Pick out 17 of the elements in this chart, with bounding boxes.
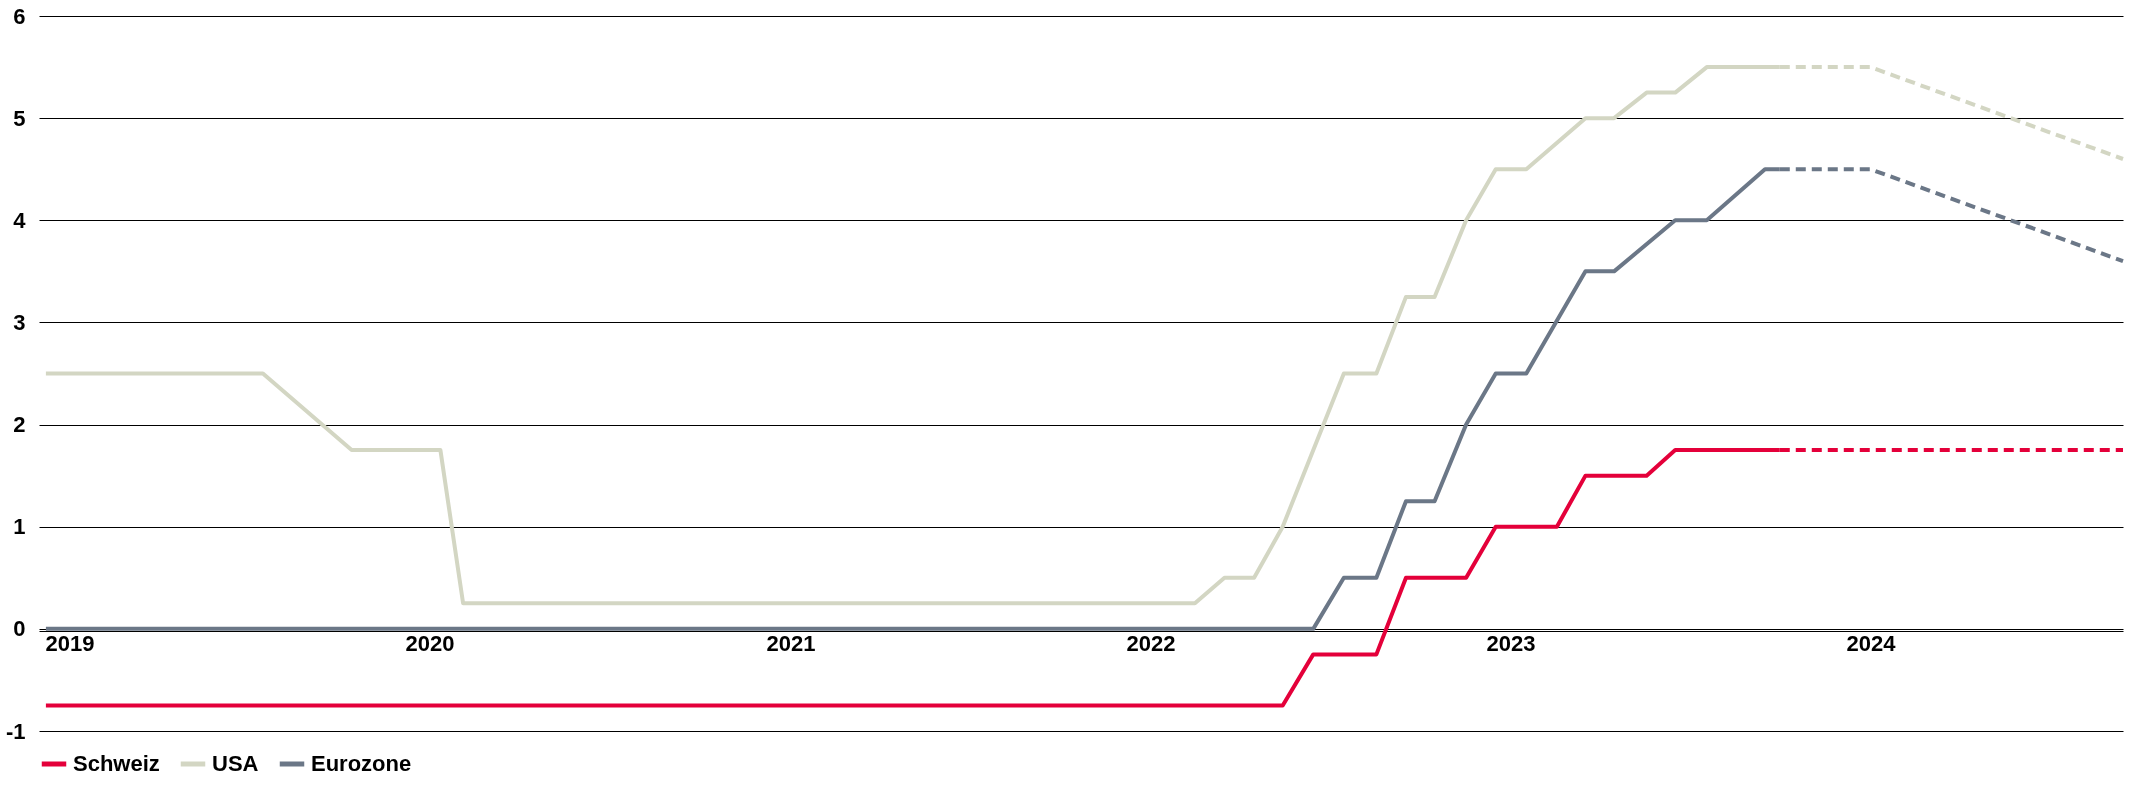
x-tick-label: 2021 bbox=[766, 630, 816, 656]
x-tick-label: 2020 bbox=[405, 630, 455, 656]
x-tick-label: 2023 bbox=[1486, 630, 1536, 656]
y-tick-label: 1 bbox=[13, 514, 26, 540]
y-tick-label: -1 bbox=[5, 718, 26, 744]
x-tick-label: 2019 bbox=[45, 630, 95, 656]
y-tick-label: 6 bbox=[13, 3, 26, 29]
y-tick-label: 2 bbox=[13, 412, 26, 438]
y-tick-label: 0 bbox=[13, 616, 26, 642]
y-tick-label: 4 bbox=[13, 207, 27, 233]
legend-label: Eurozone bbox=[311, 751, 412, 776]
x-tick-label: 2022 bbox=[1126, 630, 1176, 656]
y-tick-label: 3 bbox=[13, 309, 26, 335]
legend-label: Schweiz bbox=[73, 751, 160, 776]
legend-label: USA bbox=[212, 751, 259, 776]
y-tick-label: 5 bbox=[13, 105, 26, 131]
x-tick-label: 2024 bbox=[1846, 630, 1897, 656]
